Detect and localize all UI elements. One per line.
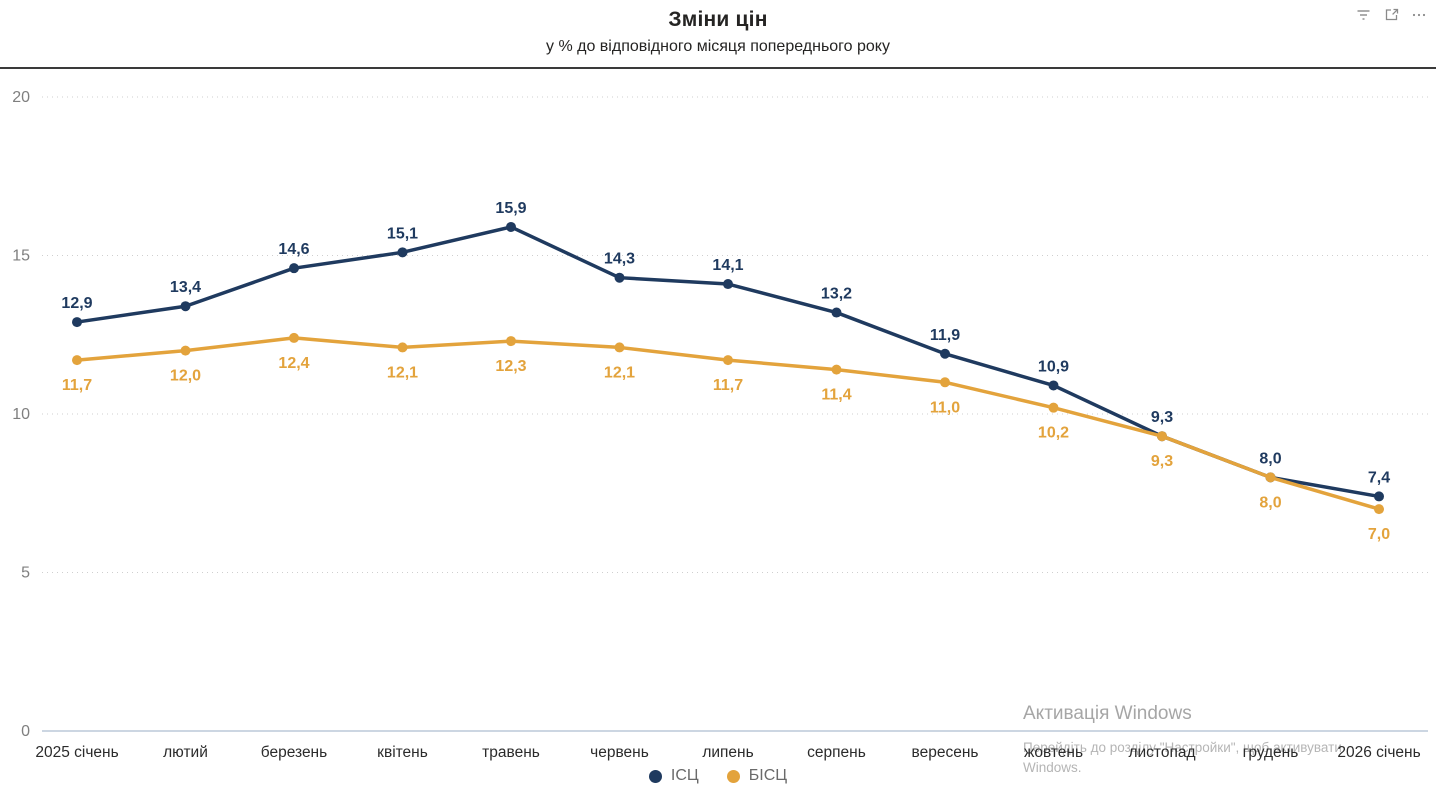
data-label-ІСЦ: 8,0 — [1259, 450, 1281, 467]
y-tick-label-10: 10 — [12, 406, 30, 423]
chart-title: Зміни цін — [668, 8, 768, 31]
chart-subtitle: у % до відповідного місяця попереднього … — [546, 38, 890, 55]
data-point-БІСЦ[interactable] — [397, 342, 408, 353]
data-label-ІСЦ: 13,2 — [821, 286, 852, 303]
data-label-БІСЦ: 11,7 — [62, 377, 92, 394]
data-label-ІСЦ: 11,9 — [930, 327, 960, 344]
data-label-БІСЦ: 11,7 — [713, 377, 743, 394]
data-point-БІСЦ[interactable] — [723, 355, 733, 366]
focus-mode-icon[interactable] — [1382, 6, 1400, 24]
data-point-БІСЦ[interactable] — [506, 336, 516, 347]
visual-header-toolbar — [1354, 6, 1428, 24]
data-label-БІСЦ: 10,2 — [1038, 425, 1069, 442]
data-label-БІСЦ: 11,4 — [821, 387, 851, 404]
x-tick-label: березень — [261, 744, 327, 761]
data-label-БІСЦ: 12,0 — [170, 368, 201, 385]
x-tick-label: липень — [702, 744, 753, 761]
data-point-ІСЦ[interactable] — [614, 272, 625, 283]
data-point-ІСЦ[interactable] — [940, 348, 950, 359]
x-tick-label: серпень — [807, 744, 866, 761]
chart-header: Зміни цін у % до відповідного місяця поп… — [0, 0, 1436, 56]
x-tick-label: вересень — [912, 744, 979, 761]
data-label-БІСЦ: 12,4 — [278, 355, 309, 372]
header-separator — [0, 67, 1436, 69]
data-point-БІСЦ[interactable] — [72, 355, 82, 366]
legend-dot-1 — [726, 769, 740, 783]
legend-label-1: БІСЦ — [748, 767, 788, 784]
data-label-ІСЦ: 14,3 — [604, 251, 635, 268]
data-label-ІСЦ: 14,1 — [712, 257, 743, 274]
data-point-БІСЦ[interactable] — [831, 364, 842, 375]
data-label-БІСЦ: 11,0 — [930, 399, 960, 416]
chart-legend: ІСЦ БІСЦ — [0, 767, 1436, 785]
data-label-ІСЦ: 14,6 — [278, 241, 309, 258]
data-point-БІСЦ[interactable] — [614, 342, 625, 353]
data-label-ІСЦ: 7,4 — [1368, 469, 1390, 486]
x-tick-label: травень — [482, 744, 540, 761]
x-tick-label: грудень — [1243, 744, 1299, 761]
legend-label-0: ІСЦ — [670, 767, 699, 784]
x-tick-label: жовтень — [1024, 744, 1083, 761]
data-label-ІСЦ: 15,9 — [495, 200, 526, 217]
data-point-ІСЦ[interactable] — [723, 279, 733, 290]
x-tick-label: 2026 січень — [1337, 744, 1420, 761]
data-point-ІСЦ[interactable] — [289, 263, 299, 274]
x-tick-label: лютий — [163, 744, 208, 761]
data-label-ІСЦ: 10,9 — [1038, 358, 1069, 375]
data-label-БІСЦ: 12,1 — [604, 364, 635, 381]
y-tick-label-15: 15 — [12, 248, 30, 265]
filter-icon[interactable] — [1354, 6, 1372, 24]
data-point-ІСЦ[interactable] — [180, 301, 191, 312]
legend-item-1[interactable]: БІСЦ — [726, 767, 788, 785]
data-label-ІСЦ: 9,3 — [1151, 409, 1173, 426]
data-label-ІСЦ: 13,4 — [170, 279, 201, 296]
data-point-БІСЦ[interactable] — [1048, 402, 1059, 413]
y-tick-label-20: 20 — [12, 89, 30, 106]
x-tick-label: листопад — [1128, 744, 1195, 761]
more-options-icon[interactable] — [1410, 6, 1428, 24]
data-label-БІСЦ: 7,0 — [1368, 526, 1390, 543]
data-point-БІСЦ[interactable] — [180, 345, 191, 356]
data-label-БІСЦ: 12,3 — [495, 358, 526, 375]
data-point-БІСЦ[interactable] — [1157, 431, 1167, 442]
x-tick-label: квітень — [377, 744, 428, 761]
data-label-ІСЦ: 15,1 — [387, 225, 418, 242]
data-point-БІСЦ[interactable] — [940, 377, 950, 388]
data-point-ІСЦ[interactable] — [831, 307, 842, 318]
data-point-ІСЦ[interactable] — [506, 221, 516, 232]
legend-dot-0 — [648, 769, 662, 783]
data-point-БІСЦ[interactable] — [1265, 472, 1276, 483]
data-label-БІСЦ: 9,3 — [1151, 453, 1173, 470]
x-tick-label: 2025 січень — [35, 744, 118, 761]
data-label-ІСЦ: 12,9 — [61, 295, 92, 312]
legend-item-0[interactable]: ІСЦ — [648, 767, 699, 785]
data-label-БІСЦ: 8,0 — [1259, 494, 1281, 511]
data-point-ІСЦ[interactable] — [72, 317, 82, 328]
data-point-ІСЦ[interactable] — [1374, 491, 1384, 502]
data-point-ІСЦ[interactable] — [1048, 380, 1059, 391]
y-tick-label-5: 5 — [21, 565, 30, 582]
data-label-БІСЦ: 12,1 — [387, 364, 418, 381]
data-point-БІСЦ[interactable] — [289, 332, 299, 343]
data-point-ІСЦ[interactable] — [397, 247, 408, 258]
data-point-БІСЦ[interactable] — [1374, 504, 1384, 515]
y-tick-label-0: 0 — [21, 723, 30, 740]
x-tick-label: червень — [590, 744, 649, 761]
